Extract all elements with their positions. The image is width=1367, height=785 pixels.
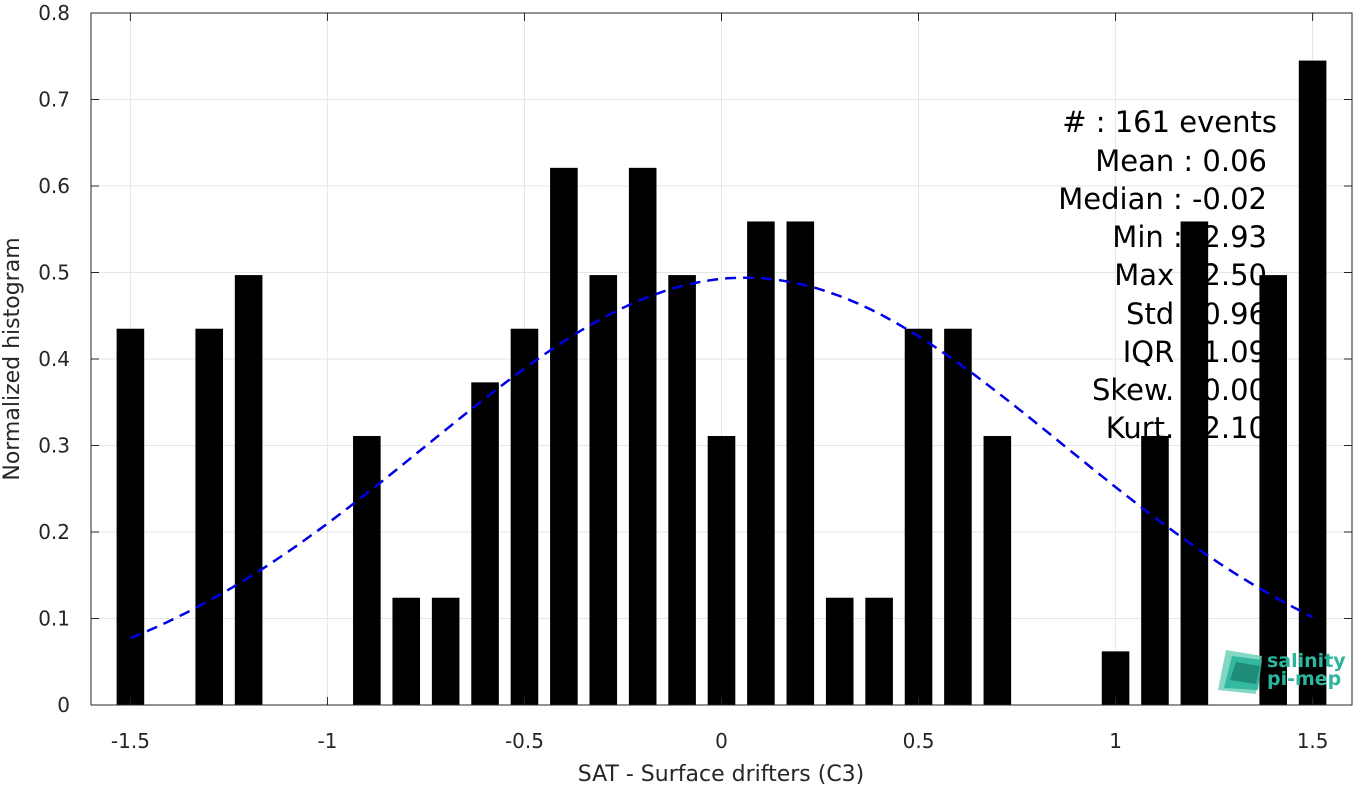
histogram-bar	[392, 597, 421, 705]
x-tick-label: 0.5	[903, 729, 935, 753]
histogram-bar	[825, 597, 854, 705]
x-tick-label: 1.5	[1297, 729, 1329, 753]
x-tick-label: -1	[317, 729, 337, 753]
bars	[116, 60, 1327, 705]
stat-line: Min : -2.93	[1112, 220, 1267, 254]
y-tick-label: 0	[57, 693, 70, 717]
y-tick-label: 0.1	[38, 607, 70, 631]
y-tick-label: 0.7	[38, 88, 70, 112]
logo-line1: salinity	[1267, 650, 1346, 672]
histogram-bar	[471, 382, 499, 705]
histogram-bar	[983, 435, 1012, 705]
salinity-pi-mep-logo: salinity pi-mep	[1218, 650, 1346, 694]
histogram-bar	[944, 328, 972, 705]
x-tick-labels: -1.5 -1 -0.5 0 0.5 1 1.5	[111, 729, 1329, 753]
y-tick-label: 0.5	[38, 261, 70, 285]
y-axis-label: Normalized histogram	[0, 237, 25, 480]
logo-line2: pi-mep	[1267, 668, 1341, 690]
x-tick-label: 0	[715, 729, 728, 753]
y-tick-label: 0.2	[38, 520, 70, 544]
histogram-bar	[1101, 651, 1130, 705]
histogram-bar	[628, 167, 657, 705]
histogram-bar	[353, 435, 381, 705]
axis-ticks	[91, 12, 1352, 706]
stat-line: Median : -0.02	[1058, 182, 1267, 216]
histogram-bar	[668, 275, 696, 705]
histogram-bar	[431, 597, 460, 705]
stat-line: Skew. : 0.00	[1092, 373, 1267, 407]
histogram-bar	[707, 435, 736, 705]
histogram-bar	[510, 328, 539, 705]
histogram-bar	[1298, 60, 1327, 705]
stat-line: Max : 2.50	[1114, 258, 1267, 292]
histogram-bar	[865, 597, 893, 705]
stat-line: Std : 0.96	[1126, 297, 1267, 331]
histogram-bar	[786, 221, 815, 705]
stat-line: # : 161 events	[1062, 105, 1277, 139]
histogram-bar	[747, 221, 775, 705]
histogram-bar	[589, 275, 618, 705]
stat-line: Kurt. : 2.10	[1106, 411, 1267, 445]
histogram-bar	[1180, 221, 1209, 705]
stat-line: Mean : 0.06	[1095, 144, 1267, 178]
y-tick-labels: 0 0.1 0.2 0.3 0.4 0.5 0.6 0.7 0.8	[38, 1, 70, 717]
logo-mark-icon	[1218, 650, 1262, 694]
x-tick-label: -1.5	[111, 729, 150, 753]
histogram-bar	[904, 328, 933, 705]
histogram-bar	[1259, 275, 1287, 705]
x-axis-label: SAT - Surface drifters (C3)	[578, 762, 865, 785]
stats-box: # : 161 events Mean : 0.06 Median : -0.02 M…	[1058, 105, 1277, 445]
histogram-bar	[234, 275, 263, 705]
histogram-bar	[195, 328, 224, 705]
y-tick-label: 0.3	[38, 434, 70, 458]
histogram-bar	[116, 328, 145, 705]
x-tick-label: 1	[1109, 729, 1122, 753]
y-tick-label: 0.4	[38, 347, 70, 371]
y-tick-label: 0.8	[38, 1, 70, 25]
normal-fit-curve	[129, 276, 1314, 640]
x-tick-label: -0.5	[505, 729, 544, 753]
histogram-bar	[1141, 435, 1169, 705]
histogram-bar	[550, 167, 578, 705]
stat-line: IQR : 1.09	[1123, 335, 1267, 369]
y-tick-label: 0.6	[38, 174, 70, 198]
